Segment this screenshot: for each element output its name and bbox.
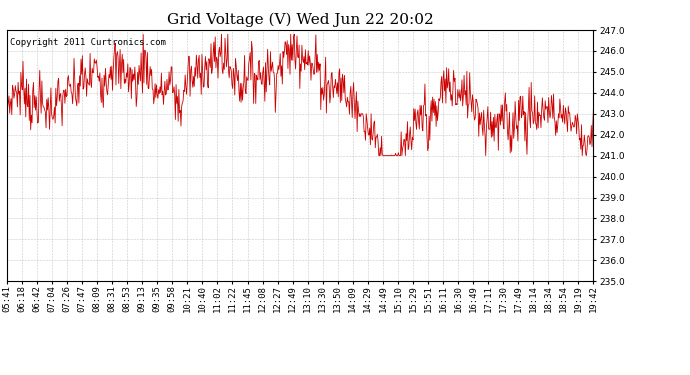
Text: Copyright 2011 Curtronics.com: Copyright 2011 Curtronics.com [10,38,166,46]
Title: Grid Voltage (V) Wed Jun 22 20:02: Grid Voltage (V) Wed Jun 22 20:02 [167,13,433,27]
